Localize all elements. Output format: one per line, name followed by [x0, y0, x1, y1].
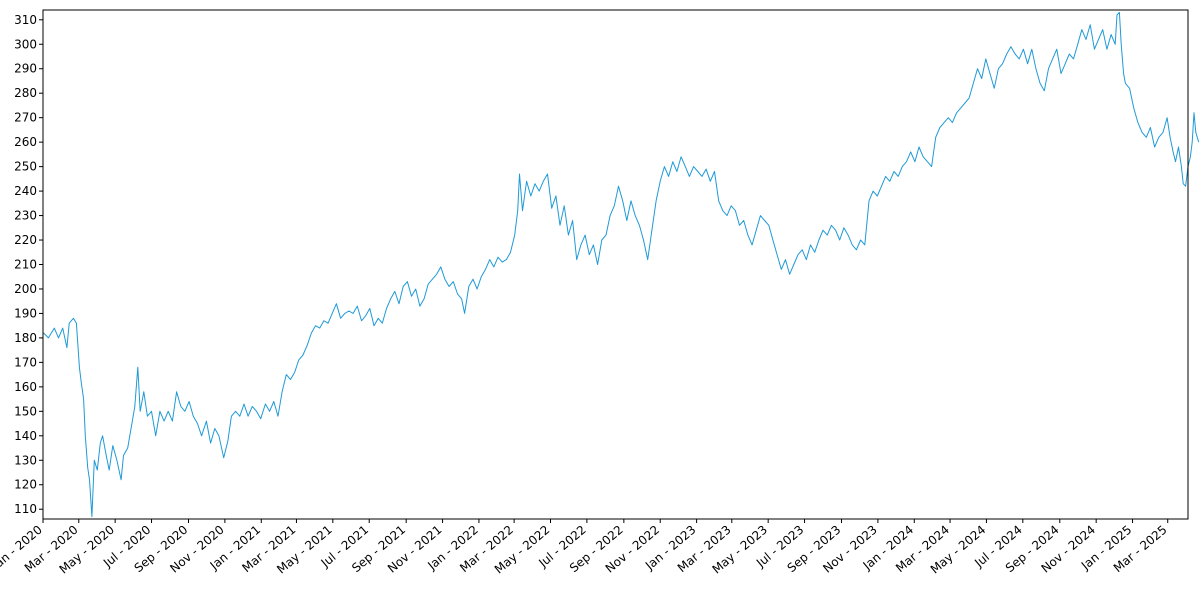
y-tick-label: 210 [14, 258, 37, 272]
y-tick-label: 180 [14, 331, 37, 345]
y-tick-label: 240 [14, 184, 37, 198]
y-tick-label: 170 [14, 355, 37, 369]
y-tick-label: 120 [14, 478, 37, 492]
plot-frame [42, 9, 1189, 520]
y-tick-label: 230 [14, 209, 37, 223]
y-tick-label: 130 [14, 453, 37, 467]
y-tick-label: 250 [14, 160, 37, 174]
y-tick-label: 110 [14, 502, 37, 516]
y-tick-label: 200 [14, 282, 37, 296]
y-tick-label: 160 [14, 380, 37, 394]
y-tick-label: 270 [14, 111, 37, 125]
y-tick-label: 150 [14, 404, 37, 418]
y-tick-label: 260 [14, 135, 37, 149]
series-line [43, 11, 1200, 518]
y-tick-label: 280 [14, 86, 37, 100]
y-tick-label: 220 [14, 233, 37, 247]
y-tick-label: 290 [14, 62, 37, 76]
y-tick-label: 310 [14, 13, 37, 27]
y-axis: 110 120 130 140 150 160 170 180 190 200 210 220 230 2… [14, 13, 43, 516]
y-tick-label: 300 [14, 37, 37, 51]
y-tick-label: 140 [14, 429, 37, 443]
y-tick-label: 190 [14, 306, 37, 320]
plot-area [43, 11, 1200, 518]
